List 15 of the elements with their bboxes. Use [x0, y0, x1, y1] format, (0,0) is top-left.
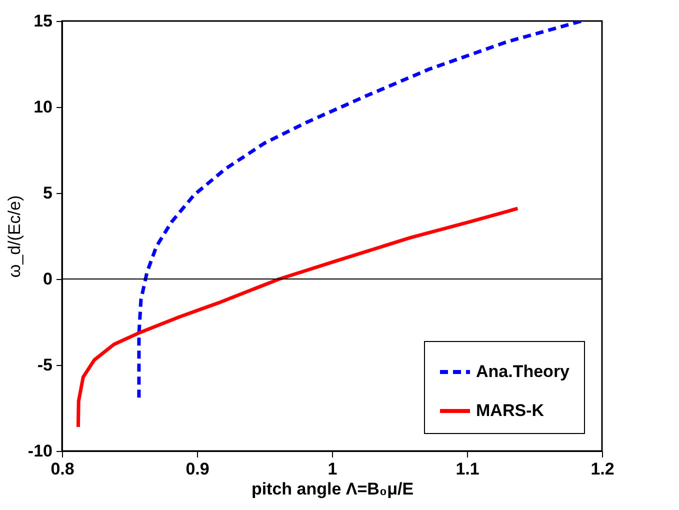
x-tick-label: 1.2	[590, 460, 614, 478]
y-tick-label: 5	[43, 184, 52, 202]
y-tick-label: 0	[43, 270, 52, 288]
y-tick-label: -5	[37, 356, 52, 374]
x-tick-label: 1.1	[456, 460, 480, 478]
x-axis-title: pitch angle Λ=B₀μ/E	[251, 480, 414, 498]
x-tick-label: 0.8	[50, 460, 74, 478]
y-axis-title: ω_d/(Ec/e)	[4, 195, 24, 278]
legend-label: Ana.Theory	[476, 362, 570, 381]
y-tick-label: 10	[34, 98, 52, 116]
y-tick-label: -10	[28, 442, 52, 460]
legend-label: MARS-K	[476, 401, 545, 420]
y-tick-label: 15	[34, 12, 52, 30]
x-tick-label: 0.9	[186, 460, 210, 478]
x-tick-label: 1	[328, 460, 338, 478]
